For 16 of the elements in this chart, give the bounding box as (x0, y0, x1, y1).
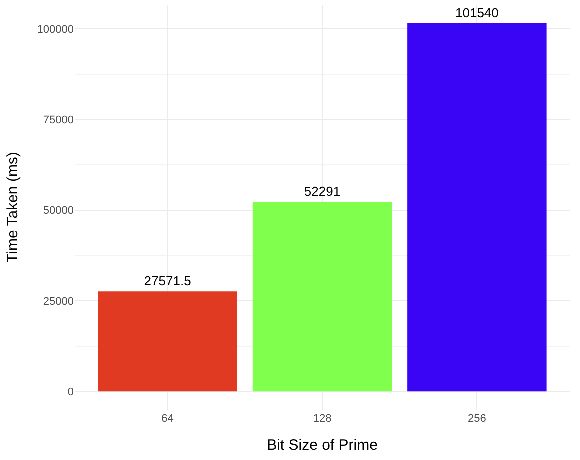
data-label: 27571.5 (144, 274, 192, 289)
y-axis-title: Time Taken (ms) (4, 152, 22, 263)
x-tick-label: 64 (162, 413, 174, 425)
bar (408, 23, 547, 392)
bar (98, 292, 238, 392)
y-tick-label: 75000 (43, 114, 74, 126)
x-tick-label: 128 (313, 413, 332, 425)
data-label: 52291 (304, 184, 341, 199)
x-axis-title: Bit Size of Prime (267, 437, 378, 454)
y-tick-label: 100000 (37, 24, 74, 36)
y-tick-label: 0 (68, 386, 74, 398)
y-tick-label: 50000 (43, 205, 74, 218)
y-tick-label: 25000 (43, 296, 74, 308)
bar (252, 202, 392, 392)
data-label: 101540 (455, 5, 499, 20)
x-tick-label: 256 (468, 413, 486, 425)
